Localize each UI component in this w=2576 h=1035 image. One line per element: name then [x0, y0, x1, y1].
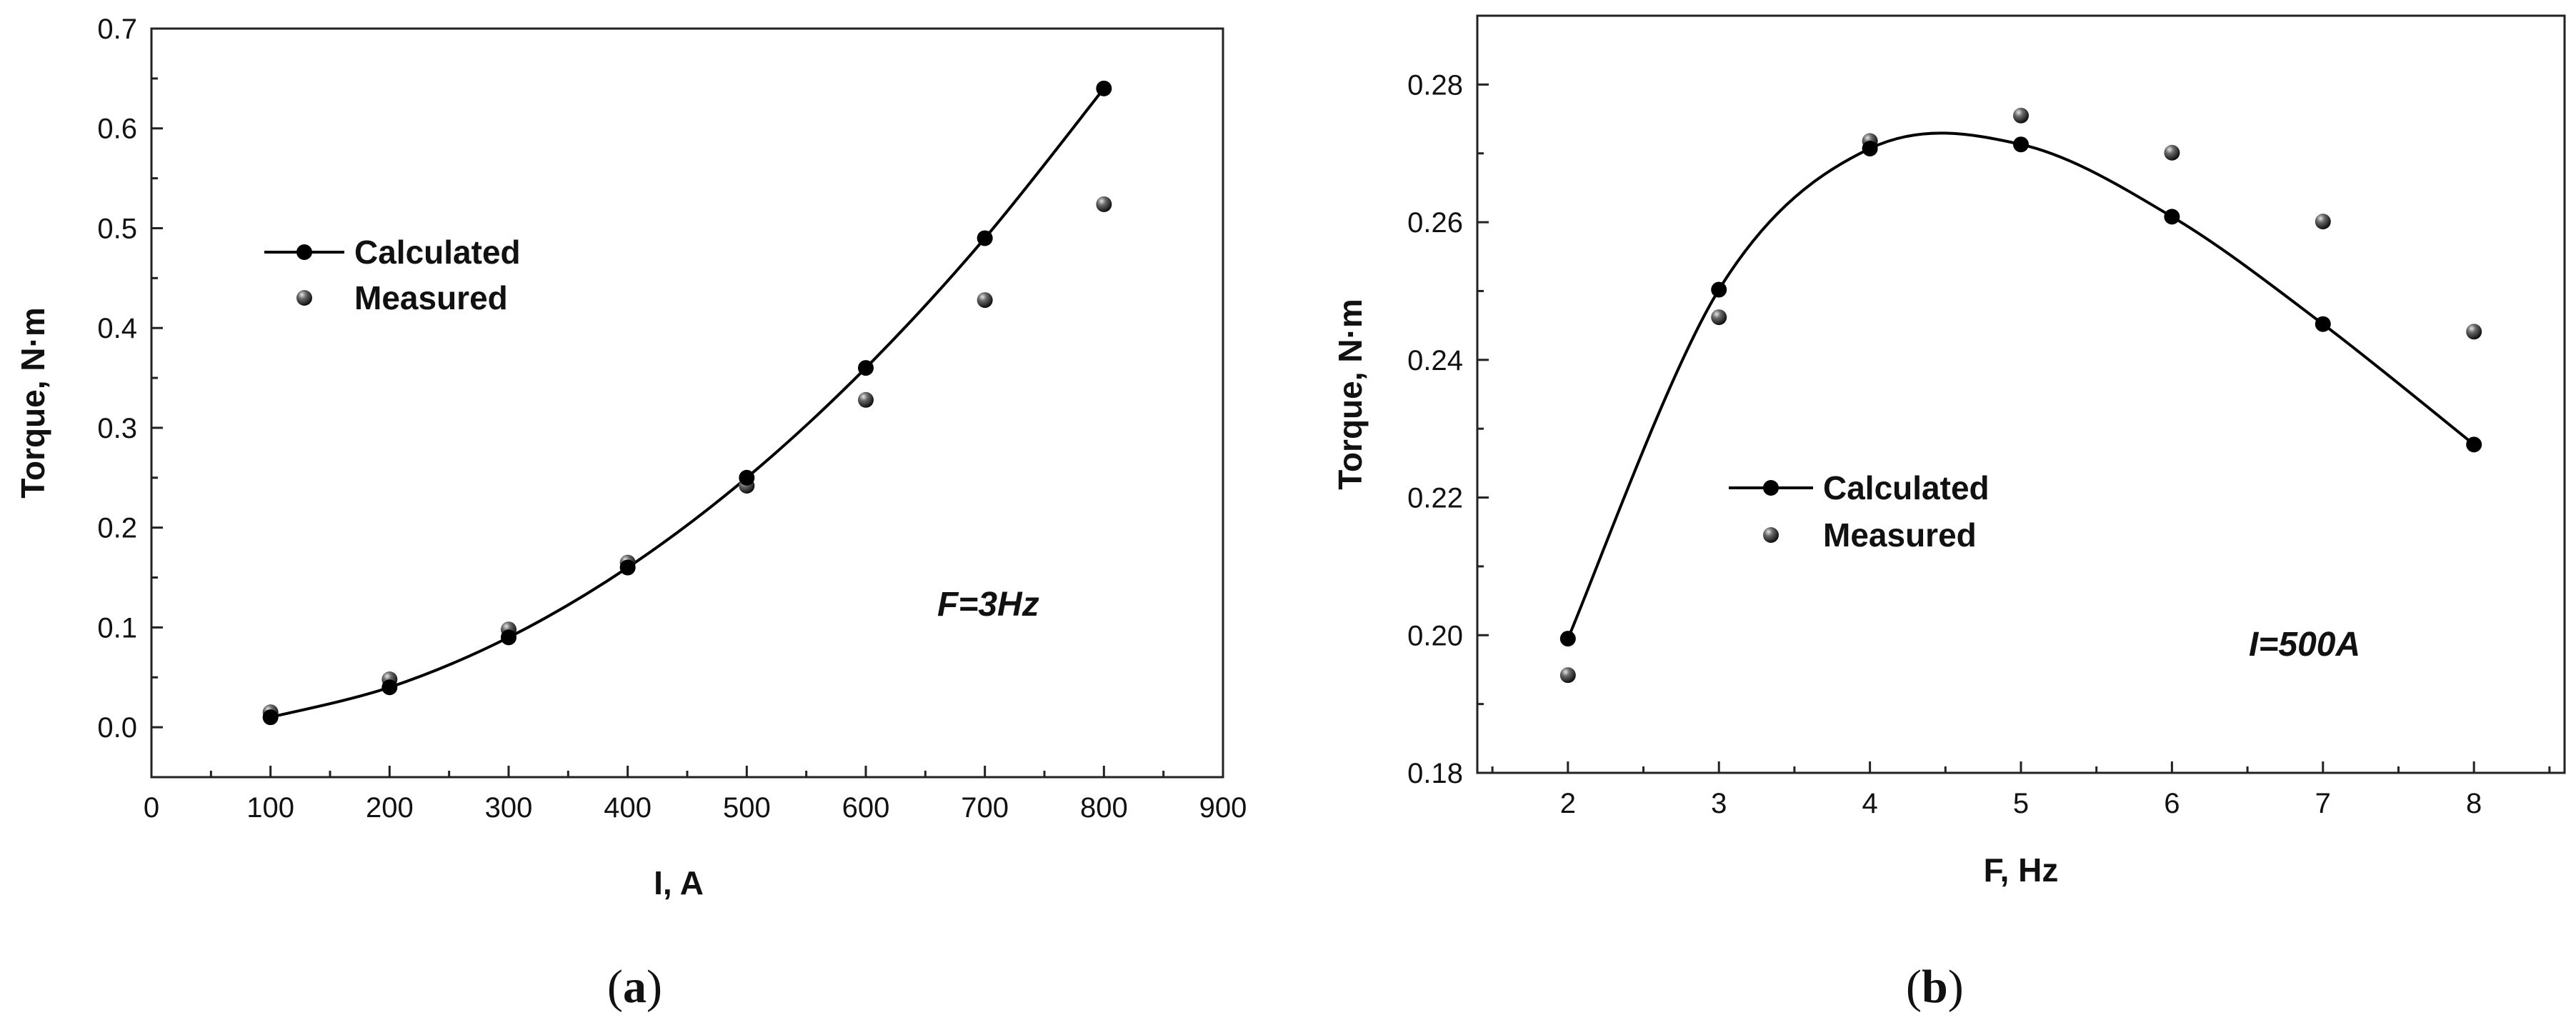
y-tick-label: 0.3: [97, 413, 137, 444]
x-tick-label: 700: [961, 792, 1009, 824]
chart-a-series: [262, 80, 1112, 726]
measured-point: [1559, 667, 1576, 684]
chart-b-legend: Calculated Measured: [1729, 469, 1990, 554]
measured-point: [1711, 309, 1727, 326]
y-tick-label: 0.20: [1407, 620, 1463, 651]
chart-a-annotation: F=3Hz: [937, 586, 1039, 624]
calculated-point: [858, 360, 874, 376]
measured-point: [977, 292, 993, 309]
x-tick-label: 500: [723, 792, 771, 824]
measured-point: [2466, 324, 2482, 340]
chart-b-frame: [1476, 14, 2566, 774]
x-tick-label: 8: [2466, 788, 2482, 819]
chart-a-y-axis-label: Torque, N·m: [14, 307, 51, 498]
chart-b-axis-ticks: [1477, 83, 2551, 774]
x-tick-label: 4: [1862, 788, 1877, 819]
x-tick-label: 2: [1560, 788, 1576, 819]
chart-a-legend-measured-marker: [296, 290, 312, 306]
calculated-point: [619, 559, 636, 576]
chart-a-panel-label: (a): [607, 961, 662, 1013]
chart-b-legend-measured-marker: [1763, 527, 1779, 543]
calculated-point: [2315, 316, 2331, 332]
x-tick-label: 0: [144, 792, 159, 824]
calculated-point: [501, 629, 516, 646]
calculated-point: [1559, 631, 1576, 647]
y-tick-label: 0.6: [97, 114, 137, 145]
chart-b: 2 3 4 5 6 7 8 0.18 0.20 0.22 0.24 0.26 0.28 F, Hz T…: [1332, 14, 2566, 1013]
y-tick-label: 0.24: [1407, 345, 1463, 376]
x-tick-label: 800: [1080, 792, 1128, 824]
measured-point: [2013, 107, 2029, 124]
calculated-point: [1711, 281, 1727, 298]
chart-b-legend-calculated-label: Calculated: [1823, 469, 1990, 506]
x-tick-label: 300: [485, 792, 533, 824]
chart-b-y-axis-label: Torque, N·m: [1332, 299, 1369, 489]
y-tick-label: 0.0: [97, 712, 137, 744]
y-tick-label: 0.18: [1407, 758, 1463, 789]
chart-b-legend-measured-label: Measured: [1823, 516, 1977, 554]
chart-b-panel-label: (b): [1906, 961, 1964, 1013]
calculated-point: [977, 230, 993, 246]
calculated-point: [2164, 209, 2180, 225]
y-tick-label: 0.4: [97, 313, 137, 344]
series-calculated-line: [1566, 131, 2475, 639]
chart-a-legend-measured-label: Measured: [354, 279, 508, 316]
measured-point: [2315, 214, 2331, 230]
x-tick-label: 100: [246, 792, 294, 824]
chart-a-x-axis-label: I, A: [654, 864, 704, 901]
measured-point: [858, 391, 874, 408]
y-tick-label: 0.1: [97, 612, 137, 644]
calculated-point: [739, 469, 755, 486]
chart-a: 0 100 200 300 400 500 600 700 800 900 0.00.10.20.…: [14, 14, 1247, 1013]
measured-point: [2164, 144, 2180, 161]
calculated-point: [262, 709, 279, 726]
chart-b-legend-calculated-marker: [1763, 480, 1779, 496]
calculated-point: [2013, 136, 2029, 153]
calculated-point: [2466, 436, 2482, 453]
x-tick-label: 5: [2013, 788, 2029, 819]
x-tick-label: 600: [842, 792, 890, 824]
y-tick-label: 0.2: [97, 513, 137, 544]
chart-a-legend-calculated-label: Calculated: [354, 234, 521, 271]
x-tick-label: 200: [366, 792, 414, 824]
chart-b-x-tick-labels: 2 3 4 5 6 7 8: [1560, 788, 2482, 819]
x-tick-label: 400: [604, 792, 652, 824]
calculated-point: [381, 679, 398, 696]
y-tick-label: 0.22: [1407, 483, 1463, 514]
x-tick-label: 3: [1711, 788, 1727, 819]
y-tick-label: 0.28: [1407, 69, 1463, 101]
y-tick-label: 0.26: [1407, 207, 1463, 239]
chart-a-legend-calculated-marker: [296, 244, 312, 260]
x-tick-label: 6: [2164, 788, 2180, 819]
chart-b-annotation: I=500A: [2249, 626, 2360, 664]
x-tick-label: 7: [2315, 788, 2331, 819]
chart-a-axis-ticks: [150, 27, 1224, 777]
y-tick-label: 0.5: [97, 213, 137, 244]
calculated-point: [1862, 140, 1878, 156]
chart-b-y-tick-labels: 0.18 0.20 0.22 0.24 0.26 0.28: [1407, 69, 1463, 789]
chart-a-x-tick-labels: 0 100 200 300 400 500 600 700 800 900: [144, 792, 1247, 824]
chart-b-series: [1559, 107, 2482, 684]
chart-a-y-tick-labels: 0.0 0.1 0.2 0.3 0.4 0.5 0.6 0.7: [97, 14, 137, 744]
chart-b-x-axis-label: F, Hz: [1984, 851, 2059, 889]
y-tick-label: 0.7: [97, 14, 137, 45]
chart-a-legend: Calculated Measured: [264, 234, 521, 316]
x-tick-label: 900: [1199, 792, 1247, 824]
calculated-point: [1096, 80, 1112, 96]
measured-point: [1096, 196, 1112, 212]
